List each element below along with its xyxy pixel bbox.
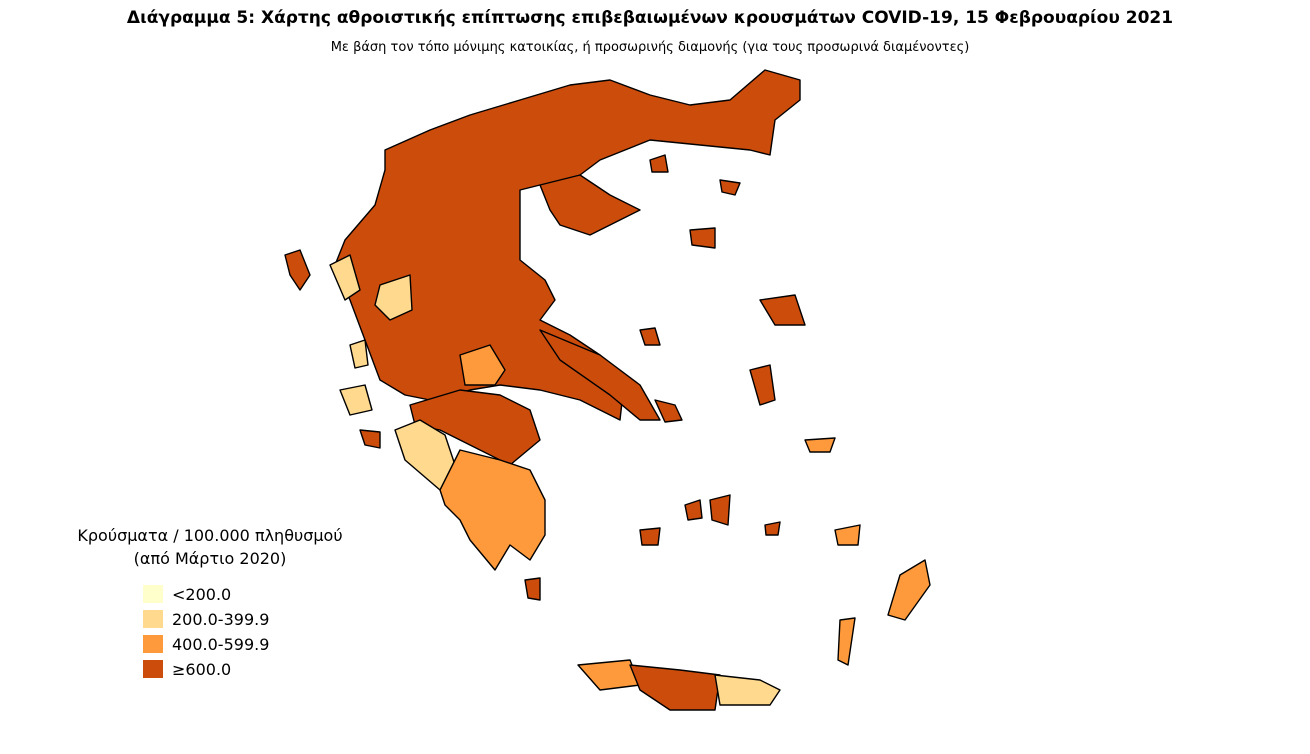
legend-swatch xyxy=(143,660,163,678)
title: Διάγραμμα 5: Χάρτης αθροιστικής επίπτωση… xyxy=(127,8,1173,28)
region xyxy=(709,494,731,526)
legend: <200.0 200.0-399.9 400.0-599.9 ≥600.0 xyxy=(143,585,269,679)
legend-label: ≥600.0 xyxy=(172,660,231,679)
region xyxy=(719,179,741,196)
region xyxy=(629,664,721,711)
region xyxy=(339,384,373,416)
region xyxy=(349,339,369,369)
legend-label: 200.0-399.9 xyxy=(172,610,269,629)
region xyxy=(837,617,856,666)
legend-swatch xyxy=(143,585,163,603)
region xyxy=(689,227,716,249)
legend-label: <200.0 xyxy=(172,585,231,604)
region xyxy=(439,449,546,571)
region xyxy=(759,294,806,326)
region xyxy=(749,364,776,406)
region xyxy=(539,329,661,421)
region xyxy=(887,559,931,621)
legend-label: 400.0-599.9 xyxy=(172,635,269,654)
region xyxy=(284,249,311,291)
region xyxy=(654,399,683,423)
region xyxy=(804,437,836,453)
region xyxy=(834,524,861,546)
region xyxy=(539,174,641,236)
region xyxy=(359,429,381,449)
subtitle: Με βάση τον τόπο μόνιμης κατοικίας, ή πρ… xyxy=(331,40,970,55)
region xyxy=(714,674,781,706)
legend-title: Κρούσματα / 100.000 πληθυσμού xyxy=(77,526,342,545)
legend-swatch xyxy=(143,610,163,628)
region xyxy=(374,274,413,321)
region xyxy=(649,154,669,173)
greece-map xyxy=(284,69,931,711)
region xyxy=(764,521,781,536)
region xyxy=(639,327,661,346)
region xyxy=(524,577,541,601)
region xyxy=(684,499,703,521)
region xyxy=(639,527,661,546)
region xyxy=(334,69,801,421)
legend-swatch xyxy=(143,635,163,653)
region xyxy=(329,254,361,301)
region xyxy=(459,344,506,386)
legend-title: (από Μάρτιο 2020) xyxy=(134,549,287,568)
